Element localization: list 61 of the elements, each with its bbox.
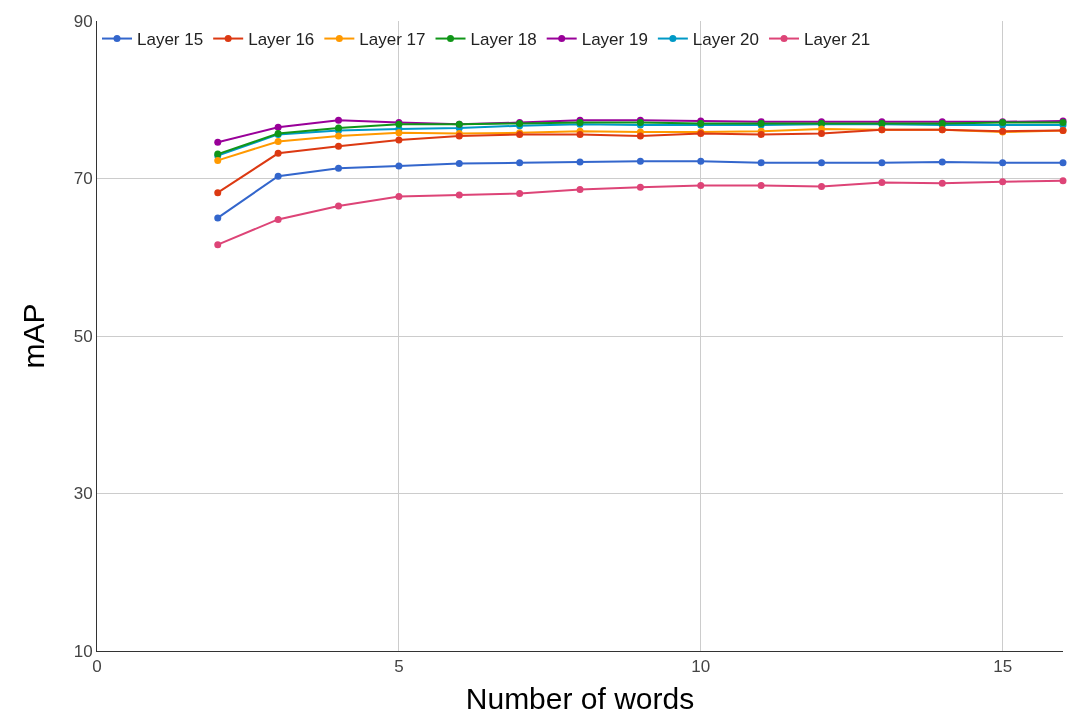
point: [214, 189, 222, 197]
y-axis-title: mAP: [16, 303, 50, 369]
point: [878, 178, 886, 186]
point: [757, 159, 765, 167]
x-tick-label: 0: [92, 657, 102, 677]
point: [938, 158, 946, 166]
legend-label: Layer 16: [248, 30, 315, 50]
legend-label: Layer 15: [137, 30, 204, 50]
point: [938, 179, 946, 187]
point: [516, 189, 524, 197]
point: [757, 182, 765, 190]
point: [395, 136, 403, 144]
point: [335, 142, 342, 150]
y-tick-label: 30: [73, 484, 93, 504]
y-tick-label: 70: [73, 169, 93, 189]
point: [818, 130, 825, 138]
point: [335, 202, 342, 210]
point: [214, 156, 222, 164]
legend-label: Layer 18: [470, 30, 537, 50]
x-tick-label: 15: [993, 657, 1013, 677]
point: [335, 164, 342, 172]
point: [999, 159, 1007, 167]
y-tick-label: 50: [73, 326, 93, 346]
point: [1059, 159, 1067, 167]
point: [274, 123, 282, 131]
point: [335, 132, 342, 140]
x-axis-title: Number of words: [465, 681, 695, 715]
point: [697, 157, 705, 165]
point: [274, 172, 282, 180]
point: [878, 159, 886, 167]
legend-label: Layer 19: [581, 30, 648, 50]
point: [455, 160, 463, 168]
point: [636, 183, 644, 191]
legend-label: Layer 20: [692, 30, 760, 50]
point: [395, 129, 403, 137]
point: [576, 186, 584, 194]
point: [818, 159, 825, 167]
point: [636, 157, 644, 165]
point: [395, 193, 403, 201]
point: [697, 182, 705, 190]
point: [274, 215, 282, 223]
point: [214, 214, 222, 222]
x-tick-label: 10: [691, 657, 711, 677]
legend-label: Layer 17: [359, 30, 426, 50]
y-tick-label: 90: [73, 11, 93, 31]
point: [274, 149, 282, 157]
x-tick-label: 5: [394, 657, 404, 677]
point: [335, 116, 342, 124]
point: [455, 191, 463, 199]
point: [214, 241, 222, 249]
point: [636, 132, 644, 140]
point: [576, 158, 584, 166]
point: [516, 159, 524, 167]
point: [395, 162, 403, 170]
legend-label: Layer 21: [804, 30, 871, 50]
point: [818, 182, 825, 190]
point: [214, 138, 222, 146]
point: [1059, 177, 1067, 185]
point: [999, 178, 1007, 186]
y-tick-label: 10: [73, 641, 93, 661]
point: [274, 137, 282, 145]
